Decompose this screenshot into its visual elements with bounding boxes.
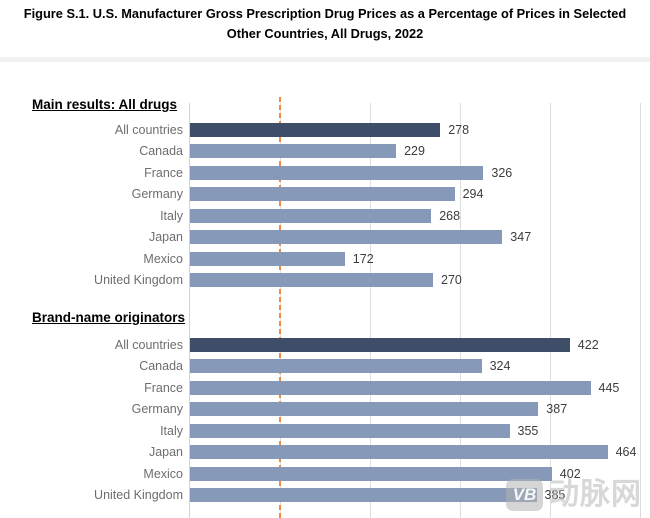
bar-group-brand-name: All countries 422 Canada 324 France 445 German… [0, 334, 650, 506]
category-label: Mexico [143, 251, 183, 266]
bar-group-main-results: All countries 278 Canada 229 France 326 German… [0, 119, 650, 291]
value-label: 268 [439, 208, 461, 223]
chart-row: United Kingdom 385 [0, 484, 650, 505]
chart-row: Canada 229 [0, 141, 650, 162]
value-label: 445 [598, 380, 620, 395]
bar-japan [190, 445, 608, 460]
bar-italy [190, 423, 510, 438]
gridline-300 [460, 103, 461, 518]
value-label: 326 [491, 165, 513, 180]
value-label: 385 [544, 488, 566, 503]
value-label: 324 [489, 359, 511, 374]
category-label: France [144, 165, 183, 180]
watermark: VB 动脉网 [506, 479, 642, 511]
chart-row: Mexico 402 [0, 463, 650, 484]
bar-canada [190, 359, 482, 374]
top-divider [0, 57, 650, 62]
category-label: Japan [148, 445, 183, 460]
value-label: 402 [559, 466, 581, 481]
bar-canada [190, 144, 397, 159]
bar-all-countries [190, 338, 570, 353]
category-label: Mexico [143, 466, 183, 481]
value-label: 464 [615, 445, 637, 460]
category-label: Germany [131, 187, 183, 202]
value-label: 278 [448, 123, 470, 138]
watermark-text: 动脉网 [549, 478, 642, 511]
y-axis-line [189, 103, 190, 518]
category-label: United Kingdom [94, 273, 183, 288]
value-label: 347 [510, 230, 532, 245]
chart-row: Mexico 172 [0, 248, 650, 269]
reference-line-100 [279, 97, 281, 518]
gridline-400 [550, 103, 551, 518]
value-label: 270 [441, 273, 462, 288]
chart-row: Italy 355 [0, 420, 650, 441]
chart-row: Japan 347 [0, 226, 650, 247]
value-label: 387 [546, 402, 568, 417]
value-label: 229 [404, 144, 425, 159]
category-label: All countries [114, 123, 183, 138]
bar-germany [190, 187, 455, 202]
bar-mexico [190, 466, 552, 481]
category-label: Italy [160, 208, 183, 223]
value-label: 422 [577, 338, 599, 353]
bar-italy [190, 208, 432, 223]
gridline-500 [640, 103, 641, 518]
bar-mexico [190, 251, 345, 266]
figure-title: Figure S.1. U.S. Manufacturer Gross Pres… [23, 6, 627, 41]
chart-row: United Kingdom 270 [0, 269, 650, 290]
category-label: Canada [139, 359, 183, 374]
bar-united-kingdom [190, 273, 433, 288]
chart-row: Italy 268 [0, 205, 650, 226]
value-label: 294 [462, 187, 484, 202]
category-label: Germany [131, 402, 183, 417]
value-label: 172 [352, 251, 374, 266]
category-label: Italy [160, 423, 183, 438]
gridline-200 [370, 103, 371, 518]
bar-france [190, 380, 591, 395]
chart-row: France 326 [0, 162, 650, 183]
bar-germany [190, 402, 539, 417]
category-label: Japan [148, 230, 183, 245]
section-heading-main-results: Main results: All drugs [32, 97, 178, 112]
section-heading-brand-name: Brand-name originators [32, 310, 186, 325]
value-label: 355 [517, 423, 539, 438]
bar-all-countries [190, 123, 441, 138]
chart-row: Canada 324 [0, 356, 650, 377]
category-label: Canada [139, 144, 183, 159]
category-label: All countries [114, 338, 183, 353]
chart-row: France 445 [0, 377, 650, 398]
category-label: France [144, 380, 183, 395]
chart-row: All countries 422 [0, 334, 650, 355]
chart-row: Japan 464 [0, 441, 650, 462]
category-label: United Kingdom [94, 488, 183, 503]
chart-row: Germany 294 [0, 184, 650, 205]
bar-france [190, 165, 484, 180]
bar-japan [190, 230, 503, 245]
watermark-logo-icon: VB [506, 479, 543, 511]
chart-row: Germany 387 [0, 399, 650, 420]
chart-row: All countries 278 [0, 119, 650, 140]
bar-united-kingdom [190, 488, 537, 503]
